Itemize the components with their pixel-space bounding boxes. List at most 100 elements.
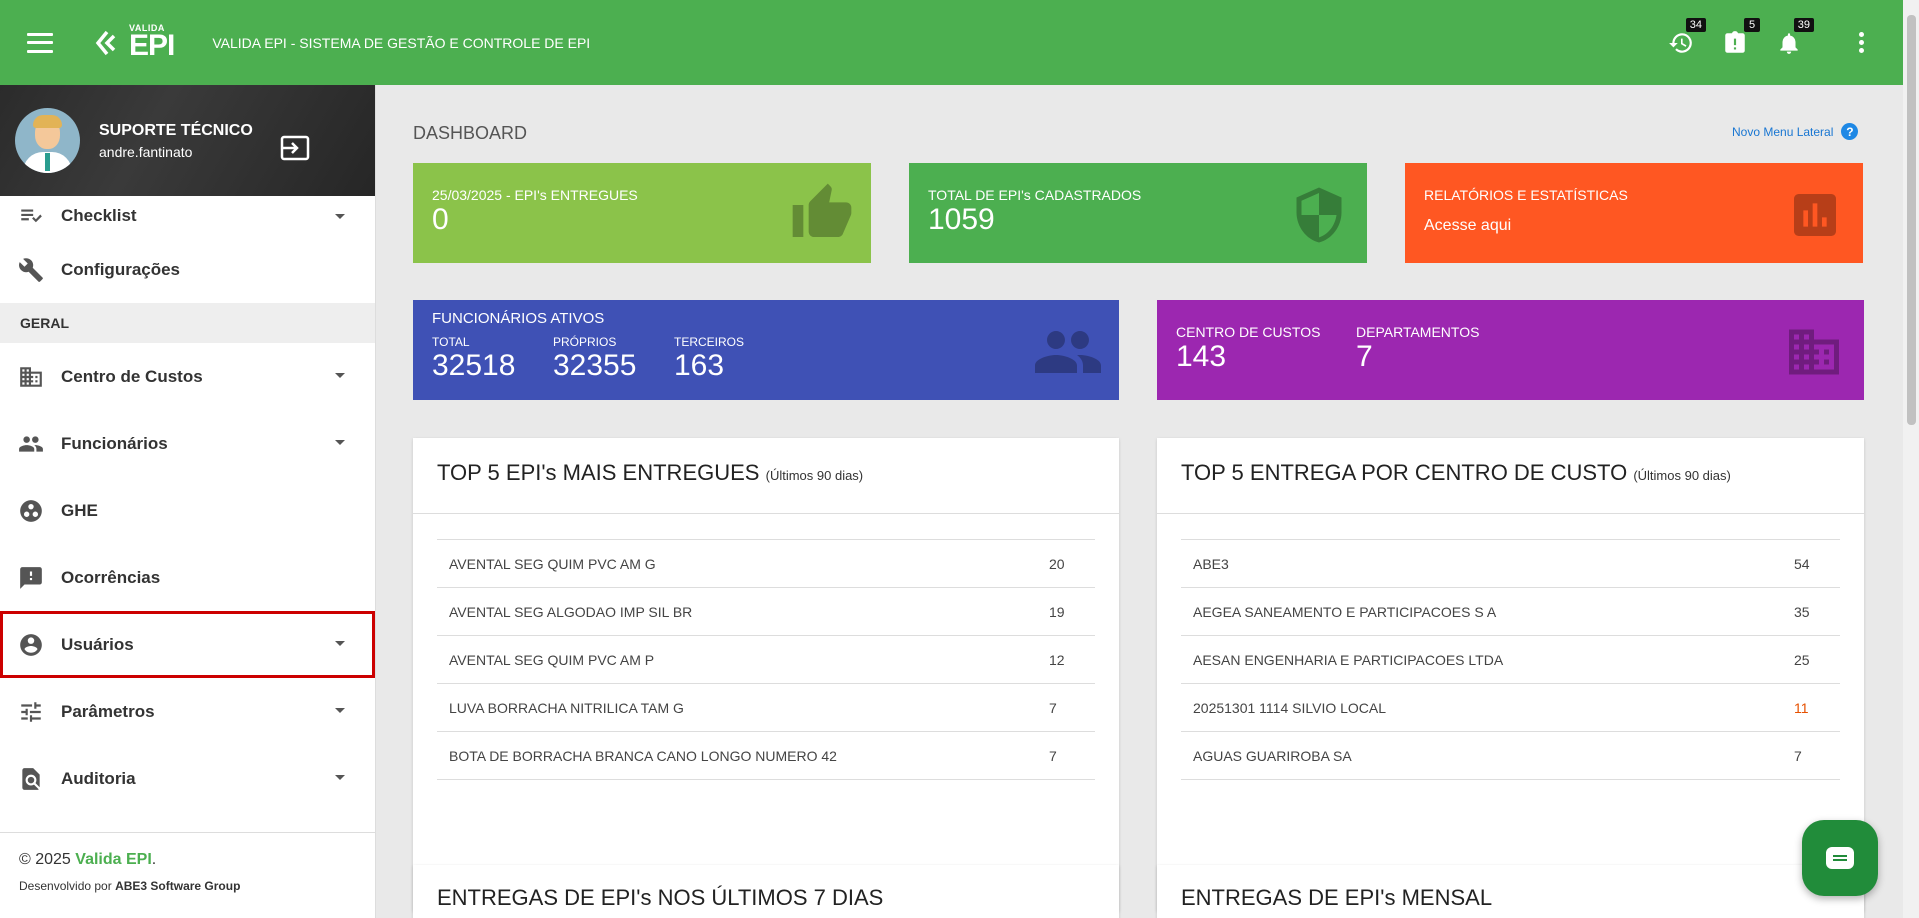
sidebar-item-ghe[interactable]: GHE [0,477,375,544]
app-title: VALIDA EPI - SISTEMA DE GESTÃO E CONTROL… [212,34,591,51]
panel-title: ENTREGAS DE EPI's NOS ÚLTIMOS 7 DIAS [437,885,884,910]
row-name: AESAN ENGENHARIA E PARTICIPACOES LTDA [1193,651,1504,668]
logout-icon [280,135,310,161]
stat-label: TERCEIROS [674,335,745,349]
panel-header: TOP 5 EPI's MAIS ENTREGUES (Últimos 90 d… [413,438,1119,514]
page-scrollbar[interactable] [1903,0,1919,918]
row-name: BOTA DE BORRACHA BRANCA CANO LONGO NUMER… [449,747,837,764]
chat-button[interactable] [1802,820,1878,896]
sidebar-item-parametros[interactable]: Parâmetros [0,678,375,745]
row-value: 20 [1049,555,1065,572]
row-value: 25 [1794,651,1810,668]
card-active-employees[interactable]: FUNCIONÁRIOS ATIVOS TOTAL 32518 PRÓPRIOS… [413,300,1119,400]
brand-link[interactable]: Valida EPI [75,851,152,868]
last-7-days-panel: ENTREGAS DE EPI's NOS ÚLTIMOS 7 DIAS [413,865,1119,918]
avatar [15,108,80,173]
scrollbar-thumb[interactable] [1907,15,1916,425]
stat-value: 32518 [432,349,516,382]
new-menu-label: Novo Menu Lateral [1732,124,1834,139]
table-row: AVENTAL SEG ALGODAO IMP SIL BR 19 [437,588,1095,636]
sidebar-item-label: Centro de Custos [61,366,203,386]
sidebar-item-label: Funcionários [61,433,168,453]
row-name: 20251301 1114 SILVIO LOCAL [1193,699,1387,716]
app-logo[interactable]: VALIDA EPI [95,23,175,62]
alerts-button[interactable]: 5 [1722,17,1760,58]
card-epis-delivered[interactable]: 25/03/2025 - EPI's ENTREGUES 0 [413,163,871,263]
search-doc-icon [22,767,40,790]
table-row: LUVA BORRACHA NITRILICA TAM G 7 [437,684,1095,732]
sidebar-item-configuracoes[interactable]: Configurações [0,236,375,303]
people-icon [19,435,43,452]
panel-header: TOP 5 ENTREGA POR CENTRO DE CUSTO (Últim… [1157,438,1864,514]
bar-chart-icon [1794,194,1836,236]
developer-credit: Desenvolvido por ABE3 Software Group [19,879,356,893]
chevron-down-icon [335,708,345,713]
logout-button[interactable] [280,135,310,161]
row-value: 54 [1794,555,1810,572]
thumbs-up-icon [792,183,852,237]
card-cost-centers[interactable]: CENTRO DE CUSTOS 143 DEPARTAMENTOS 7 [1157,300,1864,400]
top-cost-center-table: ABE3 54 AEGEA SANEAMENTO E PARTICIPACOES … [1181,539,1840,780]
sidebar-item-label: GHE [61,500,98,520]
menu-toggle-button[interactable] [27,32,53,53]
panel-title: ENTREGAS DE EPI's MENSAL [1181,885,1493,910]
sidebar-section-header: GERAL [0,303,375,343]
sidebar-item-funcionarios[interactable]: Funcionários [0,410,375,477]
sidebar-item-checklist[interactable]: Checklist [0,196,375,236]
row-name: AVENTAL SEG ALGODAO IMP SIL BR [449,603,693,620]
shield-icon [1296,187,1342,243]
copyright: © 2025 Valida EPI. [19,851,356,869]
row-value: 7 [1049,699,1057,716]
sidebar-item-usuarios[interactable]: Usuários [0,611,375,678]
logo-small-text: VALIDA [129,23,165,33]
card-label: RELATÓRIOS E ESTATÍSTICAS [1424,187,1628,203]
row-value: 19 [1049,603,1065,620]
card-epis-registered[interactable]: TOTAL DE EPI's CADASTRADOS 1059 [909,163,1367,263]
card-value: 0 [432,203,449,236]
row-name: AGUAS GUARIROBA SA [1193,747,1352,764]
chevron-down-icon [335,641,345,646]
new-menu-link[interactable]: Novo Menu Lateral ? [1732,123,1859,140]
table-row: ABE3 54 [1181,540,1840,588]
developer-company: ABE3 Software Group [115,879,241,893]
sidebar-item-label: Ocorrências [61,567,161,587]
more-options-button[interactable] [1846,28,1876,58]
row-name: AVENTAL SEG QUIM PVC AM P [449,651,655,668]
wrench-icon [19,257,43,282]
top-epis-panel: TOP 5 EPI's MAIS ENTREGUES (Últimos 90 d… [413,438,1119,911]
row-value: 7 [1794,747,1802,764]
chevron-down-icon [335,440,345,445]
history-button[interactable]: 34 [1668,17,1706,58]
table-row: AESAN ENGENHARIA E PARTICIPACOES LTDA 25 [1181,636,1840,684]
chevron-down-icon [335,775,345,780]
card-value: 1059 [928,203,995,236]
sidebar-item-label: Parâmetros [61,701,155,721]
row-name: AVENTAL SEG QUIM PVC AM G [449,555,656,572]
sidebar-item-auditoria[interactable]: Auditoria [0,745,375,812]
notifications-button[interactable]: 39 [1776,17,1814,58]
row-value: 35 [1794,603,1810,620]
building-icon [1789,329,1839,375]
table-row: AVENTAL SEG QUIM PVC AM P 12 [437,636,1095,684]
help-icon[interactable]: ? [1841,123,1859,140]
sidebar-item-ocorrencias[interactable]: Ocorrências [0,544,375,611]
logo-mark-icon [95,30,116,55]
stat-value: 32355 [553,349,637,382]
sidebar-item-label: Checklist [61,206,137,225]
logo-big-text: EPI [129,29,175,62]
reports-access-link[interactable]: Acesse aqui [1424,217,1512,234]
card-reports[interactable]: RELATÓRIOS E ESTATÍSTICAS Acesse aqui [1405,163,1863,263]
user-circle-icon [20,633,42,656]
chevron-down-icon [335,214,345,219]
stat-value: 143 [1176,340,1227,373]
card-label: TOTAL DE EPI's CADASTRADOS [928,187,1142,203]
panel-subtitle: (Últimos 90 dias) [1633,468,1731,483]
panel-title: TOP 5 ENTREGA POR CENTRO DE CUSTO [1181,460,1628,485]
sidebar-item-centro-de-custos[interactable]: Centro de Custos [0,343,375,410]
table-row: BOTA DE BORRACHA BRANCA CANO LONGO NUMER… [437,732,1095,780]
history-icon [1669,32,1692,53]
panel-header: ENTREGAS DE EPI's MENSAL [1157,865,1864,918]
row-value: 11 [1794,699,1809,716]
page-title: DASHBOARD [413,123,528,143]
table-row: AGUAS GUARIROBA SA 7 [1181,732,1840,780]
